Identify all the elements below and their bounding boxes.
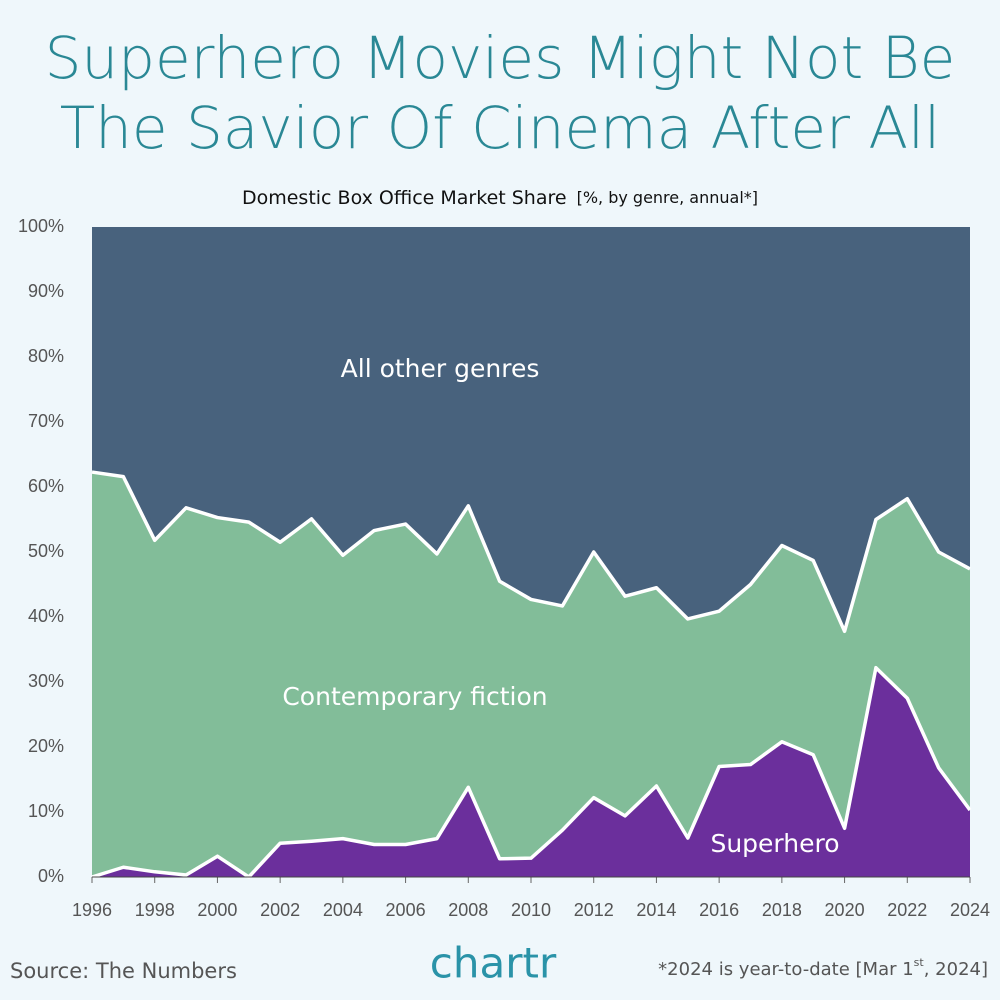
x-tick-label: 2006 — [386, 900, 426, 920]
area-edge — [91, 470, 971, 634]
subtitle-main: Domestic Box Office Market Share — [242, 187, 567, 209]
x-tick-label: 1998 — [135, 900, 175, 920]
x-tick-label: 2000 — [197, 900, 237, 920]
y-tick-label: 30% — [28, 671, 64, 691]
x-tick-label: 1996 — [72, 900, 112, 920]
chart-title: The Savior Of Cinema After All — [60, 94, 941, 162]
plot: Superhero Contemporary fiction All other g… — [18, 216, 990, 920]
subtitle: Domestic Box Office Market Share [%, by g… — [242, 187, 758, 209]
y-tick-label: 70% — [28, 411, 64, 431]
area-edge — [91, 665, 972, 879]
footnote-text: , 2024] — [924, 959, 988, 980]
x-tick-label: 2002 — [260, 900, 300, 920]
footnote: *2024 is year-to-date [Mar 1st, 2024] — [658, 956, 988, 980]
brand-logo: chartr — [430, 939, 557, 988]
footnote-sup: st — [914, 956, 925, 969]
x-tick-label: 2020 — [825, 900, 865, 920]
y-tick-label: 60% — [28, 476, 64, 496]
x-tick-label: 2008 — [448, 900, 488, 920]
y-tick-label: 50% — [28, 541, 64, 561]
series-label: Contemporary fiction — [282, 682, 547, 711]
y-tick-label: 10% — [28, 801, 64, 821]
x-tick-label: 2018 — [762, 900, 802, 920]
y-tick-label: 20% — [28, 736, 64, 756]
x-tick-label: 2024 — [950, 900, 990, 920]
x-tick-label: 2022 — [887, 900, 927, 920]
x-tick-label: 2004 — [323, 900, 363, 920]
area — [92, 472, 970, 877]
x-tick-label: 2014 — [636, 900, 676, 920]
title-line: Superhero Movies Might Not Be — [45, 24, 956, 92]
x-tick-label: 2012 — [574, 900, 614, 920]
series-label: Superhero — [710, 829, 839, 858]
y-tick-label: 100% — [18, 216, 64, 236]
area — [92, 667, 970, 877]
area — [92, 227, 970, 632]
y-tick-label: 80% — [28, 346, 64, 366]
title-line: The Savior Of Cinema After All — [60, 94, 941, 162]
y-tick-label: 40% — [28, 606, 64, 626]
footnote-text: *2024 is year-to-date [Mar 1 — [658, 959, 914, 980]
chart-title: Superhero Movies Might Not Be — [45, 24, 956, 92]
x-tick-label: 2016 — [699, 900, 739, 920]
subtitle-note: [%, by genre, annual*] — [577, 188, 758, 207]
y-tick-label: 0% — [38, 866, 64, 886]
x-tick-label: 2010 — [511, 900, 551, 920]
series-label: All other genres — [341, 354, 540, 383]
source: Source: The Numbers — [10, 959, 237, 983]
y-tick-label: 90% — [28, 281, 64, 301]
